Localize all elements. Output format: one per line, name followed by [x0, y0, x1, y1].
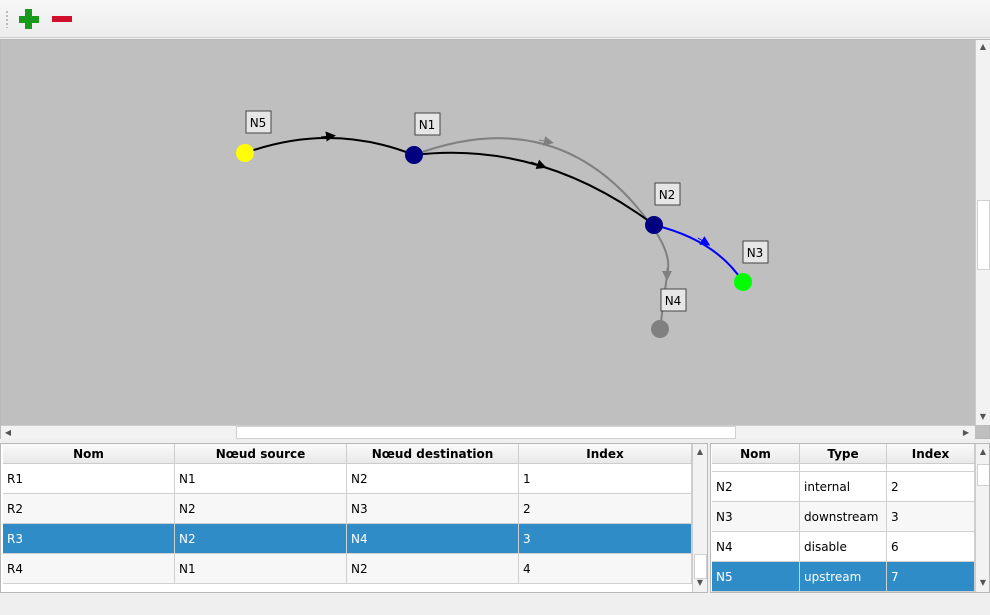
- table-cell: [712, 464, 800, 472]
- table-cell[interactable]: 2: [887, 472, 975, 502]
- table-cell[interactable]: N2: [175, 494, 347, 524]
- table-cell[interactable]: 3: [887, 502, 975, 532]
- table-cell[interactable]: N2: [175, 524, 347, 554]
- horizontal-scrollbar[interactable]: ◀ ▶: [1, 425, 975, 439]
- table-cell[interactable]: 7: [887, 562, 975, 592]
- svg-text:N2: N2: [659, 188, 676, 202]
- nodes-table[interactable]: Nom Type Index N2 internal 2 N3 downstream 3 N4 di…: [710, 443, 990, 593]
- column-header[interactable]: Nom: [3, 444, 175, 464]
- table-cell[interactable]: N4: [712, 532, 800, 562]
- scroll-right-icon[interactable]: ▶: [962, 428, 970, 437]
- graph-view[interactable]: N5 N1 N2 N3 N4 ▲ ▼ ◀ ▶: [0, 39, 990, 439]
- column-header[interactable]: Nœud source: [175, 444, 347, 464]
- node-n2[interactable]: N2: [645, 182, 681, 234]
- node-n5[interactable]: N5: [236, 110, 272, 162]
- table-cell: [800, 464, 887, 472]
- edge-n1-n2-gray[interactable]: [413, 137, 670, 330]
- routes-table[interactable]: Nom Nœud source Nœud destination Index R1 N1 N…: [0, 443, 708, 593]
- minus-icon: [52, 16, 72, 22]
- column-header[interactable]: Type: [800, 444, 887, 464]
- node-dot[interactable]: [651, 320, 669, 338]
- svg-text:N4: N4: [665, 294, 682, 308]
- scroll-left-icon[interactable]: ◀: [4, 428, 12, 437]
- table-cell[interactable]: 3: [519, 524, 692, 554]
- node-dot[interactable]: [645, 216, 663, 234]
- column-header[interactable]: Index: [519, 444, 692, 464]
- table-cell[interactable]: N5: [712, 562, 800, 592]
- node-dot[interactable]: [734, 273, 752, 291]
- plus-icon: [19, 9, 39, 29]
- table-cell[interactable]: R4: [3, 554, 175, 584]
- table-cell: [887, 464, 975, 472]
- table-cell[interactable]: N2: [712, 472, 800, 502]
- table-cell[interactable]: N4: [347, 524, 519, 554]
- toolbar: [0, 0, 990, 38]
- table-cell[interactable]: N2: [347, 464, 519, 494]
- table-cell[interactable]: 4: [519, 554, 692, 584]
- table-cell[interactable]: 2: [519, 494, 692, 524]
- table-cell[interactable]: R1: [3, 464, 175, 494]
- table-cell[interactable]: R2: [3, 494, 175, 524]
- node-n3[interactable]: N3: [734, 240, 769, 291]
- table-cell[interactable]: downstream: [800, 502, 887, 532]
- vertical-scrollbar[interactable]: ▲ ▼: [975, 40, 990, 425]
- table-cell[interactable]: upstream: [800, 562, 887, 592]
- node-n4[interactable]: N4: [651, 288, 687, 338]
- scroll-handle[interactable]: [236, 426, 736, 439]
- node-n1[interactable]: N1: [405, 112, 441, 164]
- table-cell[interactable]: N3: [347, 494, 519, 524]
- graph-canvas[interactable]: N5 N1 N2 N3 N4: [1, 40, 976, 425]
- table-cell[interactable]: 6: [887, 532, 975, 562]
- svg-text:N1: N1: [419, 118, 436, 132]
- edge-arrow: [530, 159, 547, 169]
- scroll-handle[interactable]: [977, 464, 989, 486]
- node-dot[interactable]: [236, 144, 254, 162]
- table-cell[interactable]: N1: [175, 464, 347, 494]
- vertical-scrollbar[interactable]: ▲ ▼: [975, 444, 989, 592]
- scroll-down-icon[interactable]: ▼: [696, 578, 704, 587]
- remove-button[interactable]: [50, 7, 74, 31]
- table-cell[interactable]: N2: [347, 554, 519, 584]
- table-cell[interactable]: N3: [712, 502, 800, 532]
- column-header[interactable]: Index: [887, 444, 975, 464]
- table-cell[interactable]: internal: [800, 472, 887, 502]
- edge-arrow: [538, 136, 554, 146]
- add-button[interactable]: [17, 7, 41, 31]
- scroll-down-icon[interactable]: ▼: [979, 412, 987, 421]
- edge-n2-n3[interactable]: [653, 224, 744, 283]
- scroll-handle[interactable]: [694, 554, 707, 579]
- column-header[interactable]: Nœud destination: [347, 444, 519, 464]
- svg-text:N3: N3: [747, 246, 764, 260]
- scroll-up-icon[interactable]: ▲: [979, 42, 987, 51]
- table-cell[interactable]: disable: [800, 532, 887, 562]
- table-cell[interactable]: R3: [3, 524, 175, 554]
- scroll-up-icon[interactable]: ▲: [696, 447, 704, 456]
- scroll-down-icon[interactable]: ▼: [979, 578, 987, 587]
- vertical-scrollbar[interactable]: ▲ ▼: [692, 444, 707, 592]
- table-cell[interactable]: N1: [175, 554, 347, 584]
- edge-n5-n1[interactable]: [244, 137, 415, 156]
- scroll-up-icon[interactable]: ▲: [979, 447, 987, 456]
- scroll-handle[interactable]: [977, 200, 990, 270]
- column-header[interactable]: Nom: [712, 444, 800, 464]
- edge-arrow: [697, 236, 711, 246]
- edge-arrow: [320, 131, 336, 142]
- toolbar-grip[interactable]: [5, 10, 9, 28]
- node-dot[interactable]: [405, 146, 423, 164]
- svg-text:N5: N5: [250, 116, 267, 130]
- table-cell[interactable]: 1: [519, 464, 692, 494]
